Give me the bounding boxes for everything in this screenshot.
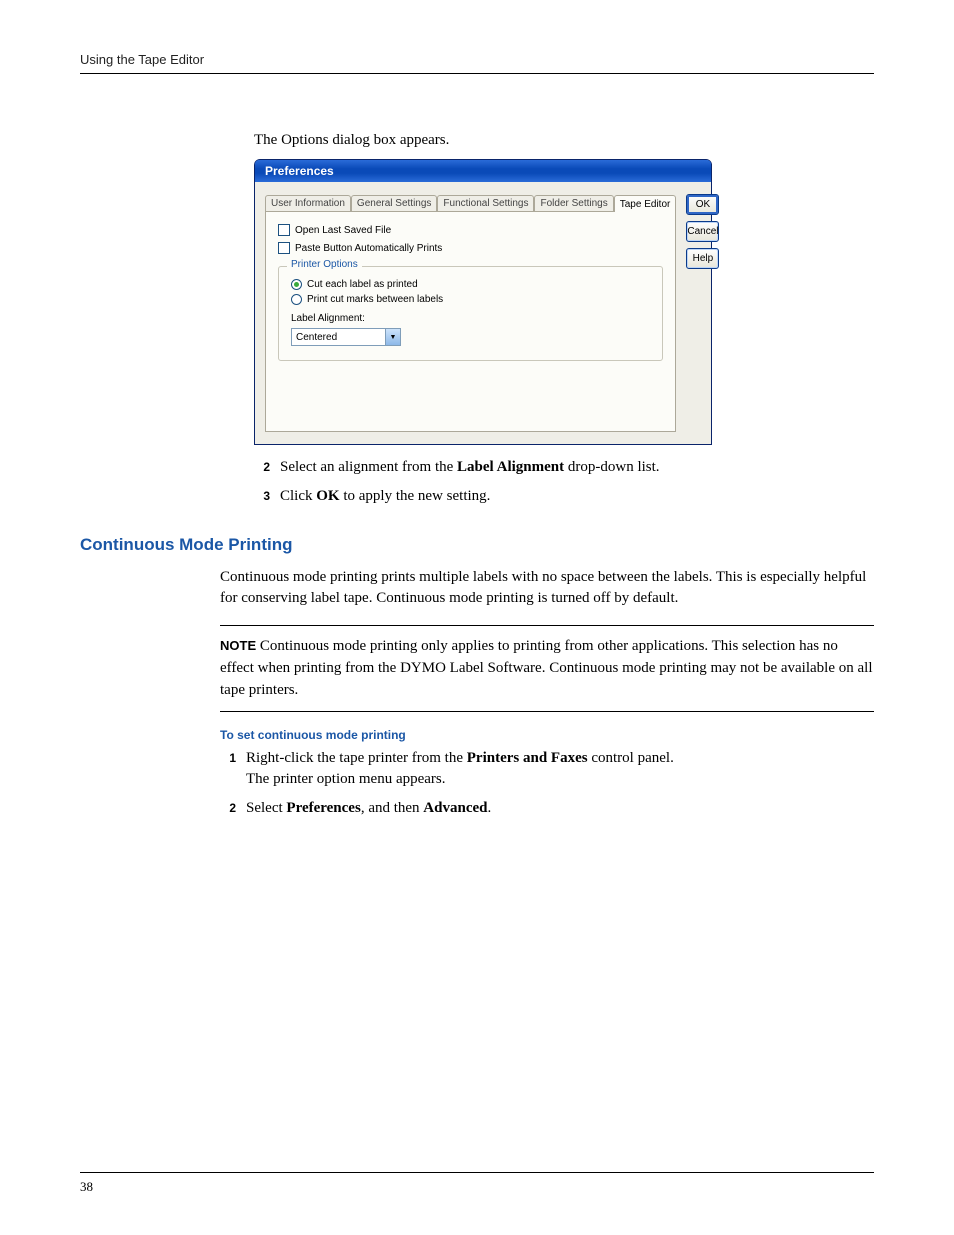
label-alignment-combo[interactable]: Centered ▼ [291,328,401,346]
dialog-body: User Information General Settings Functi… [255,182,711,444]
step-number: 1 [220,750,236,792]
note-block: NOTE Continuous mode printing only appli… [220,625,874,712]
printer-options-group: Printer Options Cut each label as printe… [278,266,663,361]
step-number: 2 [254,459,270,480]
step-b2: 2 Select Preferences, and then Advanced. [220,800,874,821]
text: Right-click the tape printer from the [246,750,467,766]
checkbox-open-last-label: Open Last Saved File [295,225,391,236]
radio-print-marks-label: Print cut marks between labels [307,294,443,305]
text: . [487,800,491,816]
step-text: Right-click the tape printer from the Pr… [246,750,874,792]
text: to apply the new setting. [340,488,491,504]
heading-to-set: To set continuous mode printing [220,728,874,742]
bold-text: Advanced [423,800,487,816]
tabstrip: User Information General Settings Functi… [265,194,676,212]
step-text: Select Preferences, and then Advanced. [246,800,874,821]
radio-cut-each-row[interactable]: Cut each label as printed [291,279,650,290]
step-number: 3 [254,488,270,509]
running-head: Using the Tape Editor [80,52,874,74]
text: drop-down list. [564,459,659,475]
checkbox-open-last-row[interactable]: Open Last Saved File [278,224,663,236]
content-column: The Options dialog box appears. Preferen… [254,130,874,509]
bold-text: Preferences [286,800,360,816]
text: The printer option menu appears. [246,771,874,788]
tabs-area: User Information General Settings Functi… [265,194,676,432]
tab-functional-settings[interactable]: Functional Settings [437,195,534,211]
radio-cut-each-label: Cut each label as printed [307,279,418,290]
bold-text: Printers and Faxes [467,750,588,766]
checkbox-paste-auto-row[interactable]: Paste Button Automatically Prints [278,242,663,254]
tab-general-settings[interactable]: General Settings [351,195,438,211]
chevron-down-icon[interactable]: ▼ [385,329,400,345]
checkbox-icon[interactable] [278,242,290,254]
checkbox-icon[interactable] [278,224,290,236]
dialog-titlebar: Preferences [255,160,711,182]
groupbox-legend: Printer Options [287,259,362,270]
note-text: Continuous mode printing only applies to… [220,638,873,698]
ok-button[interactable]: OK [686,194,719,215]
text: Click [280,488,316,504]
radio-print-marks-row[interactable]: Print cut marks between labels [291,294,650,305]
intro-line: The Options dialog box appears. [254,130,874,151]
step-b1: 1 Right-click the tape printer from the … [220,750,874,792]
step-text: Click OK to apply the new setting. [280,488,874,509]
text: Select an alignment from the [280,459,457,475]
paragraph: Continuous mode printing prints multiple… [220,567,874,609]
tab-user-information[interactable]: User Information [265,195,351,211]
heading-continuous-mode: Continuous Mode Printing [80,535,874,555]
preferences-dialog: Preferences User Information General Set… [254,159,712,445]
text: Select [246,800,286,816]
tab-folder-settings[interactable]: Folder Settings [534,195,613,211]
checkbox-paste-auto-label: Paste Button Automatically Prints [295,243,442,254]
help-button[interactable]: Help [686,248,719,269]
bold-text: OK [316,488,339,504]
label-alignment-label: Label Alignment: [291,313,650,324]
section-body: Continuous mode printing prints multiple… [220,567,874,821]
step-3: 3 Click OK to apply the new setting. [254,488,874,509]
radio-icon[interactable] [291,279,302,290]
cancel-button[interactable]: Cancel [686,221,719,242]
tab-panel: Open Last Saved File Paste Button Automa… [265,212,676,432]
note-label: NOTE [220,638,256,653]
page-number: 38 [80,1179,93,1194]
dialog-buttons-column: OK Cancel Help [686,194,719,432]
step-number: 2 [220,800,236,821]
page: Using the Tape Editor The Options dialog… [0,0,954,1235]
step-text: Select an alignment from the Label Align… [280,459,874,480]
tab-tape-editor[interactable]: Tape Editor [614,195,677,212]
radio-icon[interactable] [291,294,302,305]
page-footer: 38 [80,1172,874,1195]
text: control panel. [588,750,674,766]
text: , and then [361,800,423,816]
bold-text: Label Alignment [457,459,564,475]
step-2: 2 Select an alignment from the Label Ali… [254,459,874,480]
combo-value: Centered [296,332,337,343]
